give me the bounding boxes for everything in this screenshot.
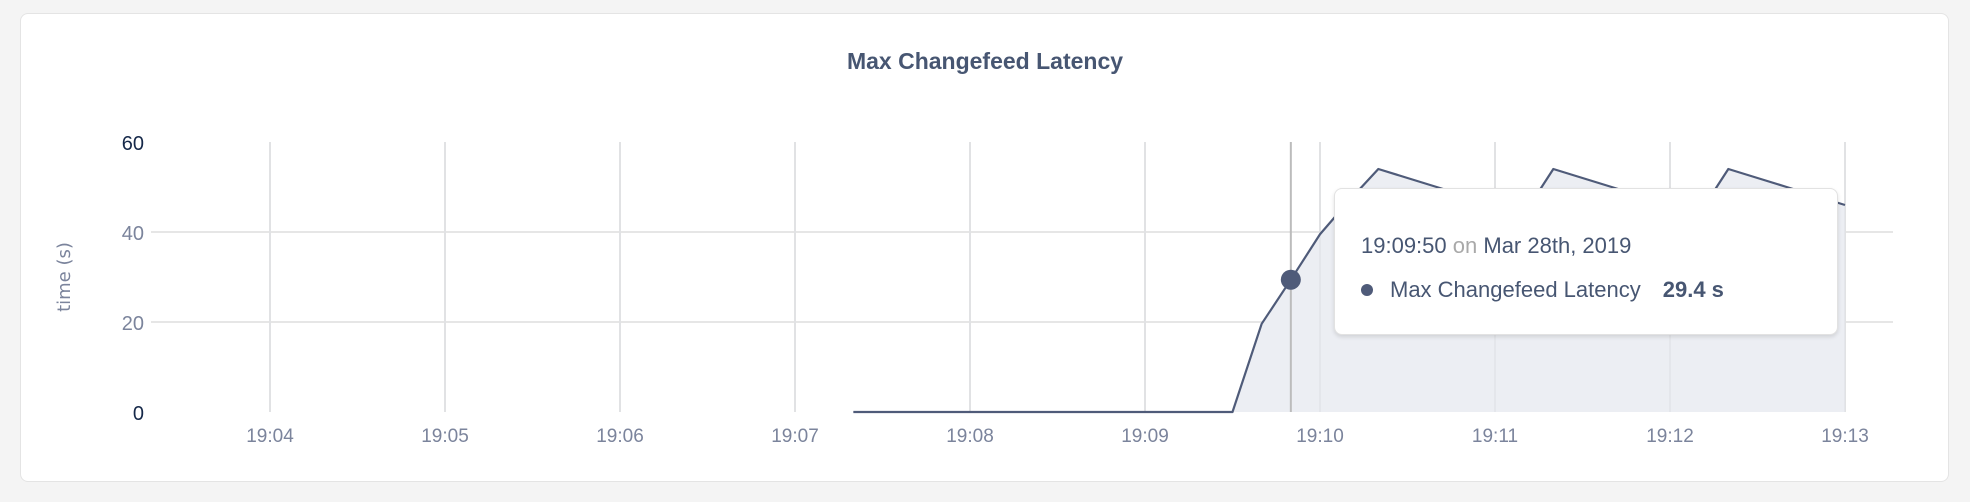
x-tick-label: 19:12 — [1646, 426, 1694, 447]
tooltip-value: 29.4 s — [1662, 277, 1724, 302]
x-tick-label: 19:04 — [246, 426, 294, 447]
hover-point — [1280, 269, 1301, 290]
series-dot-icon — [1361, 284, 1373, 296]
x-tick-label: 19:07 — [771, 426, 819, 447]
x-tick-label: 19:09 — [1121, 426, 1169, 447]
y-tick-label: 40 — [122, 223, 144, 245]
y-tick-label: 20 — [122, 313, 144, 335]
y-axis-label: time (s) — [54, 242, 75, 312]
x-tick-label: 19:13 — [1821, 426, 1869, 447]
y-tick-label: 60 — [122, 133, 144, 155]
tooltip-series-row: Max Changefeed Latency 29.4 s — [1361, 277, 1724, 303]
tooltip-time: 19:09:50 — [1361, 233, 1447, 258]
x-tick-label: 19:05 — [421, 426, 469, 447]
chart-title: Max Changefeed Latency — [846, 48, 1124, 74]
x-tick-label: 19:10 — [1296, 426, 1344, 447]
x-tick-label: 19:06 — [596, 426, 644, 447]
x-tick-label: 19:08 — [946, 426, 994, 447]
tooltip: 19:09:50 on Mar 28th, 2019 Max Changefee… — [1334, 188, 1838, 335]
tooltip-on: on — [1452, 233, 1478, 258]
x-tick-label: 19:11 — [1472, 426, 1518, 447]
tooltip-date: Mar 28th, 2019 — [1483, 233, 1632, 258]
tooltip-series-label: Max Changefeed Latency — [1390, 277, 1641, 302]
tooltip-timestamp: 19:09:50 on Mar 28th, 2019 — [1361, 233, 1631, 259]
y-tick-label: 0 — [133, 403, 144, 425]
